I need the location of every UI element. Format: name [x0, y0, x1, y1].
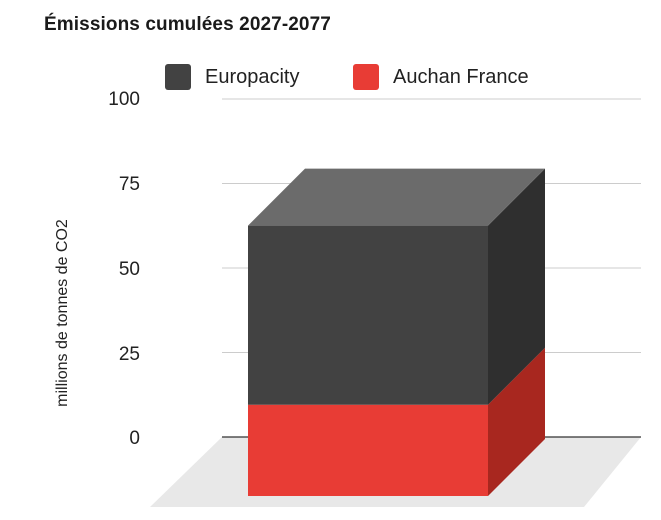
- bar-side-auchan-france: [488, 347, 545, 496]
- y-tick-label: 25: [118, 344, 140, 365]
- y-tick-label: 0: [129, 428, 140, 449]
- legend-swatch-auchan: [353, 64, 379, 90]
- legend-swatch-europacity: [165, 64, 191, 90]
- bar-side-europacity: [488, 168, 545, 405]
- bar-europacity: [248, 225, 488, 405]
- bar-auchan-france: [248, 404, 488, 496]
- chart-title: Émissions cumulées 2027-2077: [44, 14, 331, 35]
- y-tick-label: 100: [108, 89, 140, 110]
- legend-label-auchan: Auchan France: [393, 65, 529, 88]
- y-tick-label: 75: [118, 174, 140, 195]
- legend-label-europacity: Europacity: [205, 65, 300, 88]
- y-tick-label: 50: [118, 259, 140, 280]
- legend-item-auchan: Auchan France: [353, 64, 529, 90]
- legend-item-europacity: Europacity: [165, 64, 300, 90]
- bar-top-face: [248, 168, 545, 226]
